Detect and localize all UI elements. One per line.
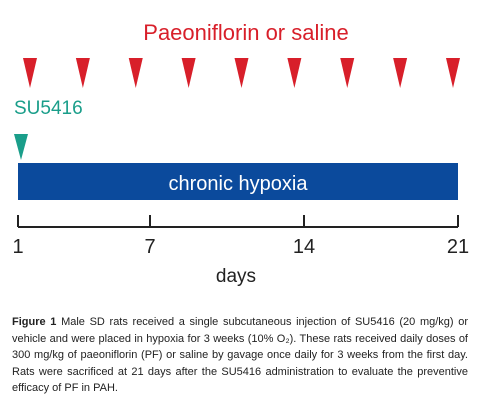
treatment-label: Paeoniflorin or saline — [143, 20, 348, 45]
treatment-dose-marker — [340, 58, 355, 88]
chronic-hypoxia-bar — [18, 163, 458, 200]
treatment-dose-marker — [393, 58, 408, 88]
figure-caption-text: Male SD rats received a single subcutane… — [12, 316, 468, 394]
treatment-dose-marker — [128, 58, 143, 88]
treatment-dose-marker — [181, 58, 196, 88]
timeline-ticks: 1 7 14 21 — [12, 215, 469, 258]
axis-tick-label: 21 — [447, 236, 469, 258]
su5416-injection-marker — [14, 134, 28, 160]
treatment-dose-marker — [446, 58, 460, 88]
treatment-dose-marker — [287, 58, 302, 88]
axis-tick-label: 1 — [12, 236, 23, 258]
axis-tick-label: 7 — [144, 236, 155, 258]
figure-caption: Figure 1 Male SD rats received a single … — [12, 314, 468, 397]
treatment-dose-marker — [75, 58, 90, 88]
axis-label-days: days — [216, 266, 256, 287]
treatment-markers — [23, 58, 460, 88]
treatment-dose-marker — [23, 58, 37, 88]
treatment-dose-marker — [234, 58, 249, 88]
figure-label: Figure 1 — [12, 316, 57, 328]
timeline-diagram: Paeoniflorin or saline SU5416 chronic hy… — [12, 20, 469, 287]
su5416-label: SU5416 — [14, 98, 83, 119]
axis-tick-label: 14 — [293, 236, 315, 258]
chronic-hypoxia-label: chronic hypoxia — [169, 173, 309, 195]
